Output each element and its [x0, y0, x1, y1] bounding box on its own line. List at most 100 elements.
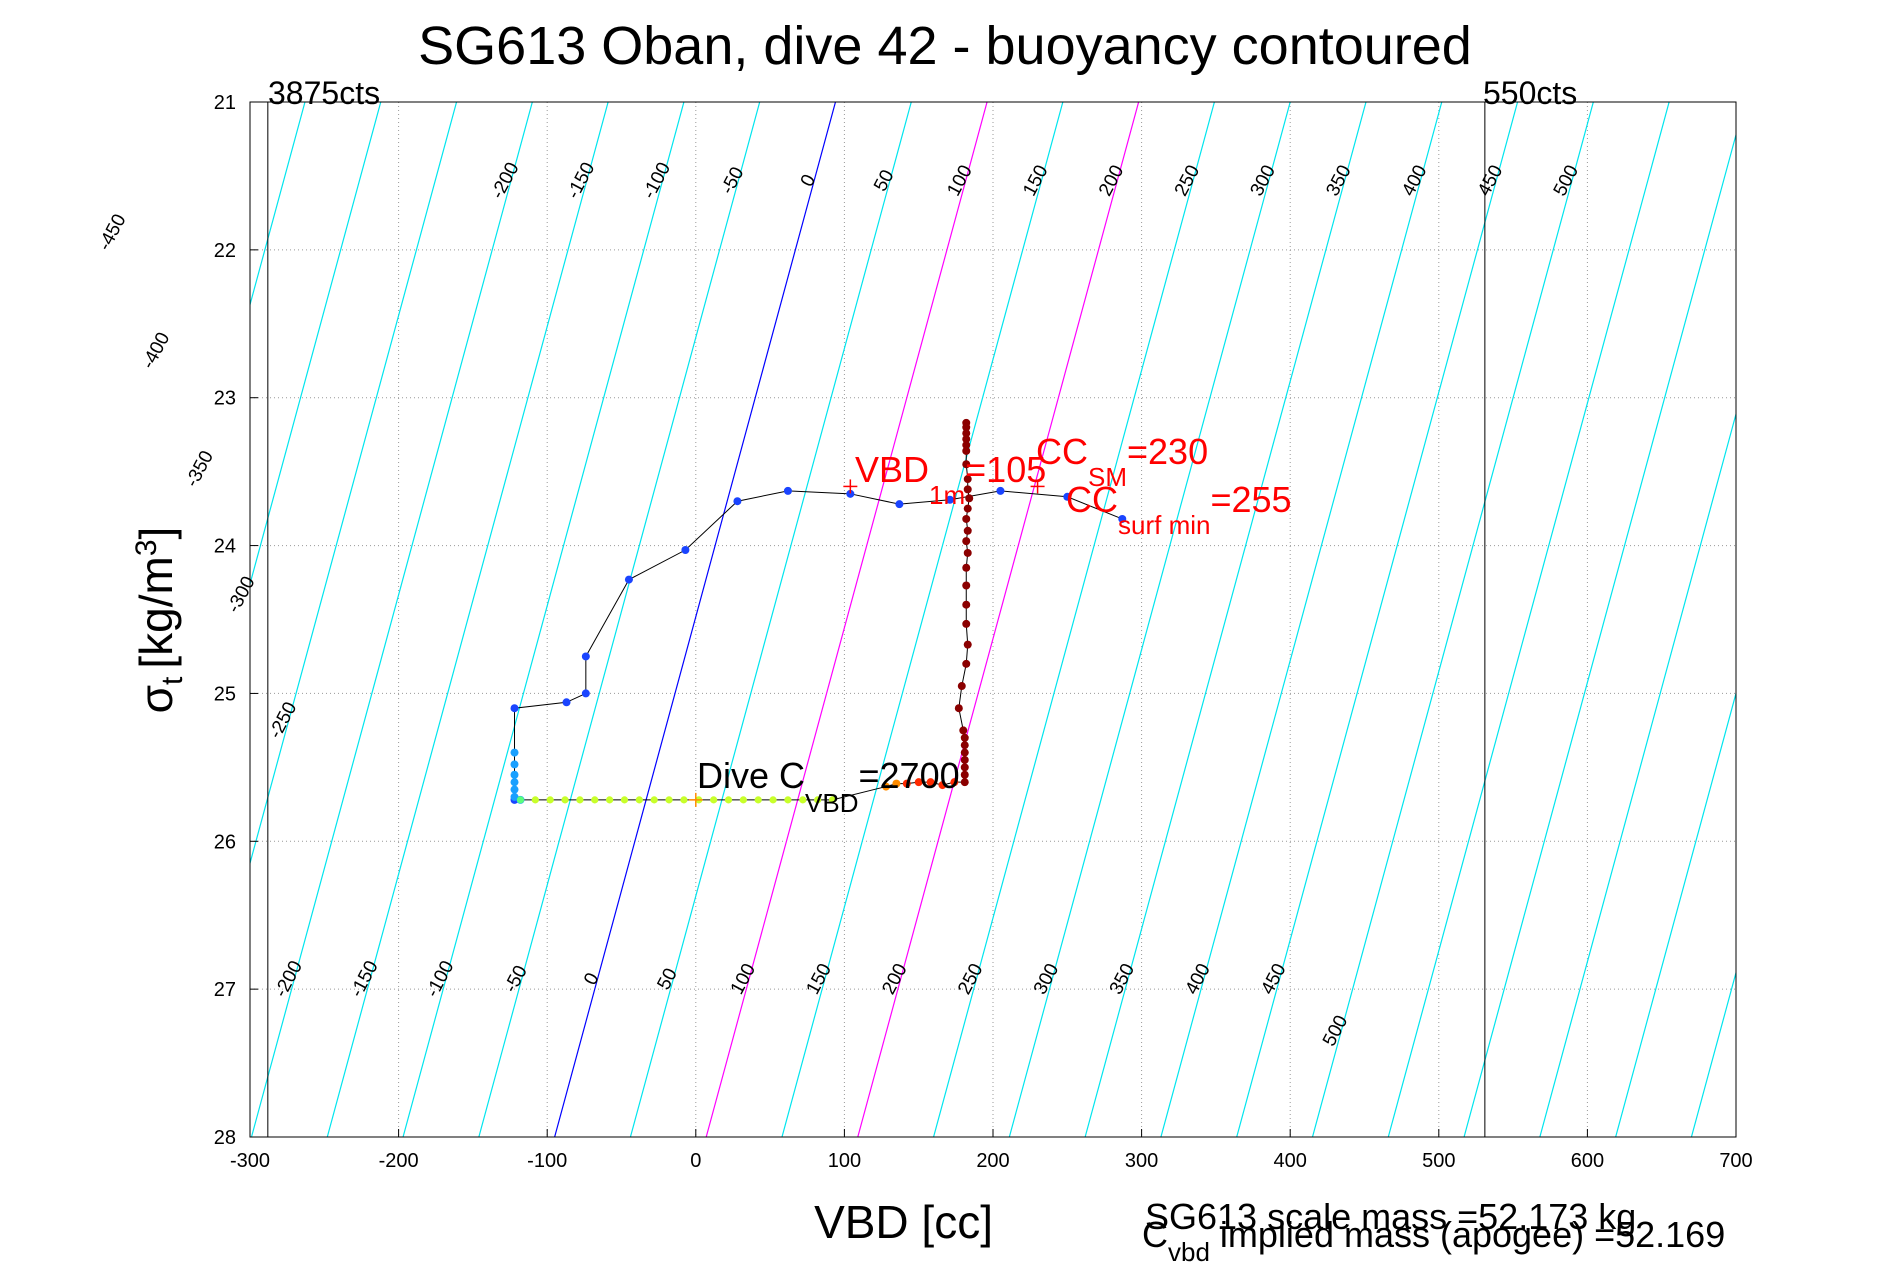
bottom-point: [784, 796, 792, 804]
ccsurf-sub: surf min: [1118, 510, 1210, 540]
x-tick-label: 500: [1422, 1150, 1455, 1172]
y-axis-ticks: 21 22 23 24 25 26 27 28: [214, 92, 258, 1149]
track-point: [945, 495, 954, 504]
surface-point: [510, 778, 519, 787]
y-axis-label-sup: 3: [130, 539, 163, 556]
surface-point: [510, 792, 519, 801]
contour-line: [629, 102, 912, 1137]
bottom-point: [680, 796, 688, 804]
y-axis-label-sub: t: [156, 676, 189, 685]
bottom-point: [516, 796, 525, 804]
track-point: [581, 689, 590, 698]
bottom-point: [754, 796, 762, 804]
bottom-point: [531, 796, 539, 804]
chart-title: SG613 Oban, dive 42 - buoyancy contoured: [418, 16, 1472, 76]
contour-line: [857, 102, 1140, 1137]
profile-point: [963, 485, 972, 494]
track-point: [510, 704, 519, 713]
orange-point: [914, 778, 923, 787]
contour-line: [250, 102, 458, 866]
profile-point: [962, 446, 971, 455]
profile-point: [962, 435, 971, 444]
vbd1m-main: VBD: [855, 449, 929, 490]
contour-line: [1463, 132, 1736, 1137]
track-point: [895, 500, 904, 509]
profile-point: [963, 548, 972, 557]
contour-line: [478, 102, 761, 1137]
bottom-point: [561, 796, 569, 804]
profile-point: [960, 770, 969, 779]
profile-point: [962, 600, 971, 609]
bottom-point: [710, 796, 718, 804]
surface-point: [510, 748, 519, 757]
track-point: [996, 486, 1005, 495]
profile-point: [962, 429, 971, 438]
bottom-point: [650, 796, 658, 804]
x-tick-label: -200: [379, 1150, 419, 1172]
bottom-point: [546, 796, 554, 804]
ccsurf-annotation: CCsurf min=255: [1066, 479, 1292, 540]
ccsm-sub: SM: [1088, 462, 1127, 492]
contour-line: [1084, 102, 1367, 1137]
y-tick-label: 24: [214, 536, 236, 558]
profile-point: [963, 504, 972, 513]
bottom-point: [576, 796, 584, 804]
profile-point: [963, 526, 972, 535]
data-points: [510, 418, 1127, 807]
contour-line: [932, 102, 1215, 1137]
grid: [250, 102, 1736, 1137]
track-point: [1063, 492, 1072, 501]
bottom-point: [739, 796, 747, 804]
bottom-point: [591, 796, 599, 804]
track-point: [733, 497, 742, 506]
bottom-point: [724, 796, 733, 804]
vbd1m-sub: 1m: [929, 480, 965, 510]
contour-line: [1539, 411, 1736, 1137]
profile-point: [954, 704, 963, 713]
profile-point: [962, 423, 971, 432]
ccsm-rest: =230: [1127, 431, 1208, 472]
contour-line: [705, 102, 988, 1137]
vbd1m-rest: =105: [965, 449, 1046, 490]
contour-line: [781, 102, 1064, 1137]
ccsurf-main: CC: [1066, 479, 1118, 520]
bottom-point: [769, 796, 777, 804]
bottom-point: [665, 796, 673, 804]
contour-line: [326, 102, 609, 1137]
profile-point: [960, 778, 969, 787]
min-limit-label: 3875cts: [268, 75, 380, 111]
implied-mass-sub: vbd: [1168, 1237, 1210, 1262]
contour-line: [1008, 102, 1291, 1137]
cvbd-rest: =2700: [859, 755, 960, 796]
contour-lines: [250, 102, 1736, 1137]
track-point: [581, 652, 590, 661]
contour-line: [1387, 102, 1670, 1137]
y-tick-label: 28: [214, 1127, 236, 1149]
scale-mass-text: SG613 scale mass =52.173 kg: [1145, 1196, 1636, 1237]
contour-line: [1236, 102, 1519, 1137]
orange-point: [882, 782, 891, 791]
profile-point: [962, 460, 971, 469]
track-point: [624, 575, 633, 584]
contour-line: [554, 102, 837, 1137]
bottom-point: [606, 796, 614, 804]
y-axis-label-main: σ: [130, 685, 182, 713]
bottom-point: [814, 796, 822, 804]
track-point: [681, 546, 690, 555]
bottom-point: [635, 796, 643, 804]
bottom-point: [620, 796, 629, 804]
profile-point: [960, 733, 969, 742]
x-tick-label: 300: [1125, 1150, 1158, 1172]
x-tick-label: 0: [690, 1150, 701, 1172]
profile-point: [963, 475, 972, 484]
track-point: [1118, 514, 1127, 523]
cvbd-annotation: Dive CVBD=2700: [697, 755, 960, 818]
profile-point: [959, 726, 968, 735]
profile-point: [963, 640, 972, 649]
ccsurf-rest: =255: [1210, 479, 1291, 520]
orange-point: [892, 779, 901, 788]
profile-point: [962, 537, 971, 546]
y-tick-label: 25: [214, 683, 236, 705]
profile-point: [962, 619, 971, 628]
